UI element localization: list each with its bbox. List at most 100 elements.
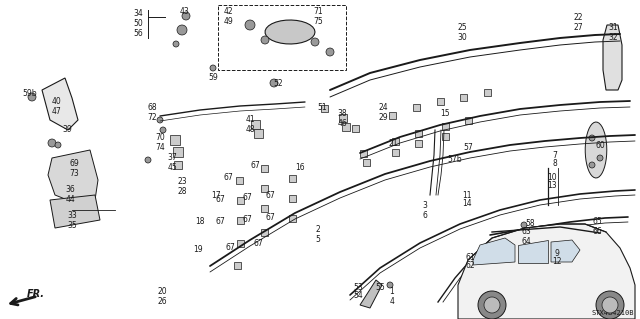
Text: 37: 37 xyxy=(167,152,177,161)
Text: 24: 24 xyxy=(378,103,388,113)
Text: 1: 1 xyxy=(390,287,394,296)
Text: 56: 56 xyxy=(133,28,143,38)
Polygon shape xyxy=(42,78,78,130)
Polygon shape xyxy=(603,25,622,90)
Text: 52: 52 xyxy=(273,78,283,87)
FancyBboxPatch shape xyxy=(170,135,180,145)
Text: 26: 26 xyxy=(157,298,167,307)
Circle shape xyxy=(589,162,595,168)
FancyBboxPatch shape xyxy=(260,184,268,191)
Text: 3: 3 xyxy=(422,201,428,210)
FancyBboxPatch shape xyxy=(442,132,449,139)
Text: 61: 61 xyxy=(465,253,475,262)
Circle shape xyxy=(160,127,166,133)
Text: 43: 43 xyxy=(179,8,189,17)
Text: 9: 9 xyxy=(555,249,559,257)
Text: 67: 67 xyxy=(242,194,252,203)
Circle shape xyxy=(521,222,527,228)
Polygon shape xyxy=(265,20,315,44)
Text: 15: 15 xyxy=(440,108,450,117)
Text: 6: 6 xyxy=(422,211,428,219)
Polygon shape xyxy=(50,195,100,228)
Text: 23: 23 xyxy=(177,177,187,187)
Text: 55: 55 xyxy=(375,283,385,292)
FancyBboxPatch shape xyxy=(237,217,243,224)
Text: 12: 12 xyxy=(552,257,562,266)
FancyBboxPatch shape xyxy=(362,159,369,166)
Circle shape xyxy=(597,155,603,161)
FancyBboxPatch shape xyxy=(173,147,183,157)
Circle shape xyxy=(311,38,319,46)
Text: 39: 39 xyxy=(62,125,72,135)
Text: 7: 7 xyxy=(552,151,557,160)
Text: 53: 53 xyxy=(353,283,363,292)
FancyBboxPatch shape xyxy=(392,137,399,145)
FancyBboxPatch shape xyxy=(360,150,367,157)
Text: 57b: 57b xyxy=(448,155,462,165)
Circle shape xyxy=(478,291,506,319)
Text: 75: 75 xyxy=(313,18,323,26)
Circle shape xyxy=(521,237,527,243)
FancyBboxPatch shape xyxy=(260,228,268,235)
Text: 22: 22 xyxy=(573,13,583,23)
Text: 31: 31 xyxy=(608,23,618,32)
FancyBboxPatch shape xyxy=(234,262,241,269)
Text: 68: 68 xyxy=(147,103,157,113)
Text: 65: 65 xyxy=(592,218,602,226)
Text: 74: 74 xyxy=(155,143,165,152)
Text: 70: 70 xyxy=(155,132,165,142)
Circle shape xyxy=(589,135,595,141)
Text: 66: 66 xyxy=(592,226,602,235)
Polygon shape xyxy=(518,240,548,263)
Text: 67: 67 xyxy=(242,216,252,225)
Text: 5: 5 xyxy=(316,235,321,244)
FancyBboxPatch shape xyxy=(237,197,243,204)
Text: 57: 57 xyxy=(463,143,473,152)
Text: 46: 46 xyxy=(337,118,347,128)
Circle shape xyxy=(28,93,36,101)
Text: 62: 62 xyxy=(465,262,475,271)
Text: 45: 45 xyxy=(167,162,177,172)
FancyBboxPatch shape xyxy=(413,103,419,110)
Text: 67: 67 xyxy=(265,213,275,222)
Text: 67: 67 xyxy=(250,160,260,169)
Text: 42: 42 xyxy=(223,8,233,17)
FancyBboxPatch shape xyxy=(236,176,243,183)
Text: 29: 29 xyxy=(378,113,388,122)
Text: 40: 40 xyxy=(52,98,62,107)
FancyBboxPatch shape xyxy=(436,98,444,105)
Circle shape xyxy=(173,41,179,47)
Circle shape xyxy=(261,36,269,44)
Polygon shape xyxy=(48,150,98,205)
Text: 35: 35 xyxy=(67,220,77,229)
Text: 67: 67 xyxy=(265,190,275,199)
Circle shape xyxy=(387,282,393,288)
Text: 67: 67 xyxy=(253,240,263,249)
FancyBboxPatch shape xyxy=(250,120,259,129)
Text: 73: 73 xyxy=(69,168,79,177)
Text: 67: 67 xyxy=(225,243,235,253)
FancyBboxPatch shape xyxy=(339,114,347,122)
Text: 33: 33 xyxy=(67,211,77,219)
Text: 49: 49 xyxy=(223,18,233,26)
Text: 69: 69 xyxy=(69,159,79,167)
Text: 41: 41 xyxy=(245,115,255,124)
FancyBboxPatch shape xyxy=(415,139,422,146)
FancyBboxPatch shape xyxy=(483,88,490,95)
Text: 10: 10 xyxy=(547,174,557,182)
FancyBboxPatch shape xyxy=(237,240,243,247)
Circle shape xyxy=(182,12,190,20)
Text: 48: 48 xyxy=(245,125,255,135)
Text: 67: 67 xyxy=(215,196,225,204)
Text: 20: 20 xyxy=(157,287,167,296)
Text: 58: 58 xyxy=(525,219,535,227)
Text: 13: 13 xyxy=(547,182,557,190)
Text: 64: 64 xyxy=(521,238,531,247)
Text: 59: 59 xyxy=(208,73,218,83)
Text: 60: 60 xyxy=(595,140,605,150)
Text: 38: 38 xyxy=(337,108,347,117)
Text: 19: 19 xyxy=(193,246,203,255)
Text: 67: 67 xyxy=(215,218,225,226)
Text: 72: 72 xyxy=(147,114,157,122)
Circle shape xyxy=(532,227,538,233)
